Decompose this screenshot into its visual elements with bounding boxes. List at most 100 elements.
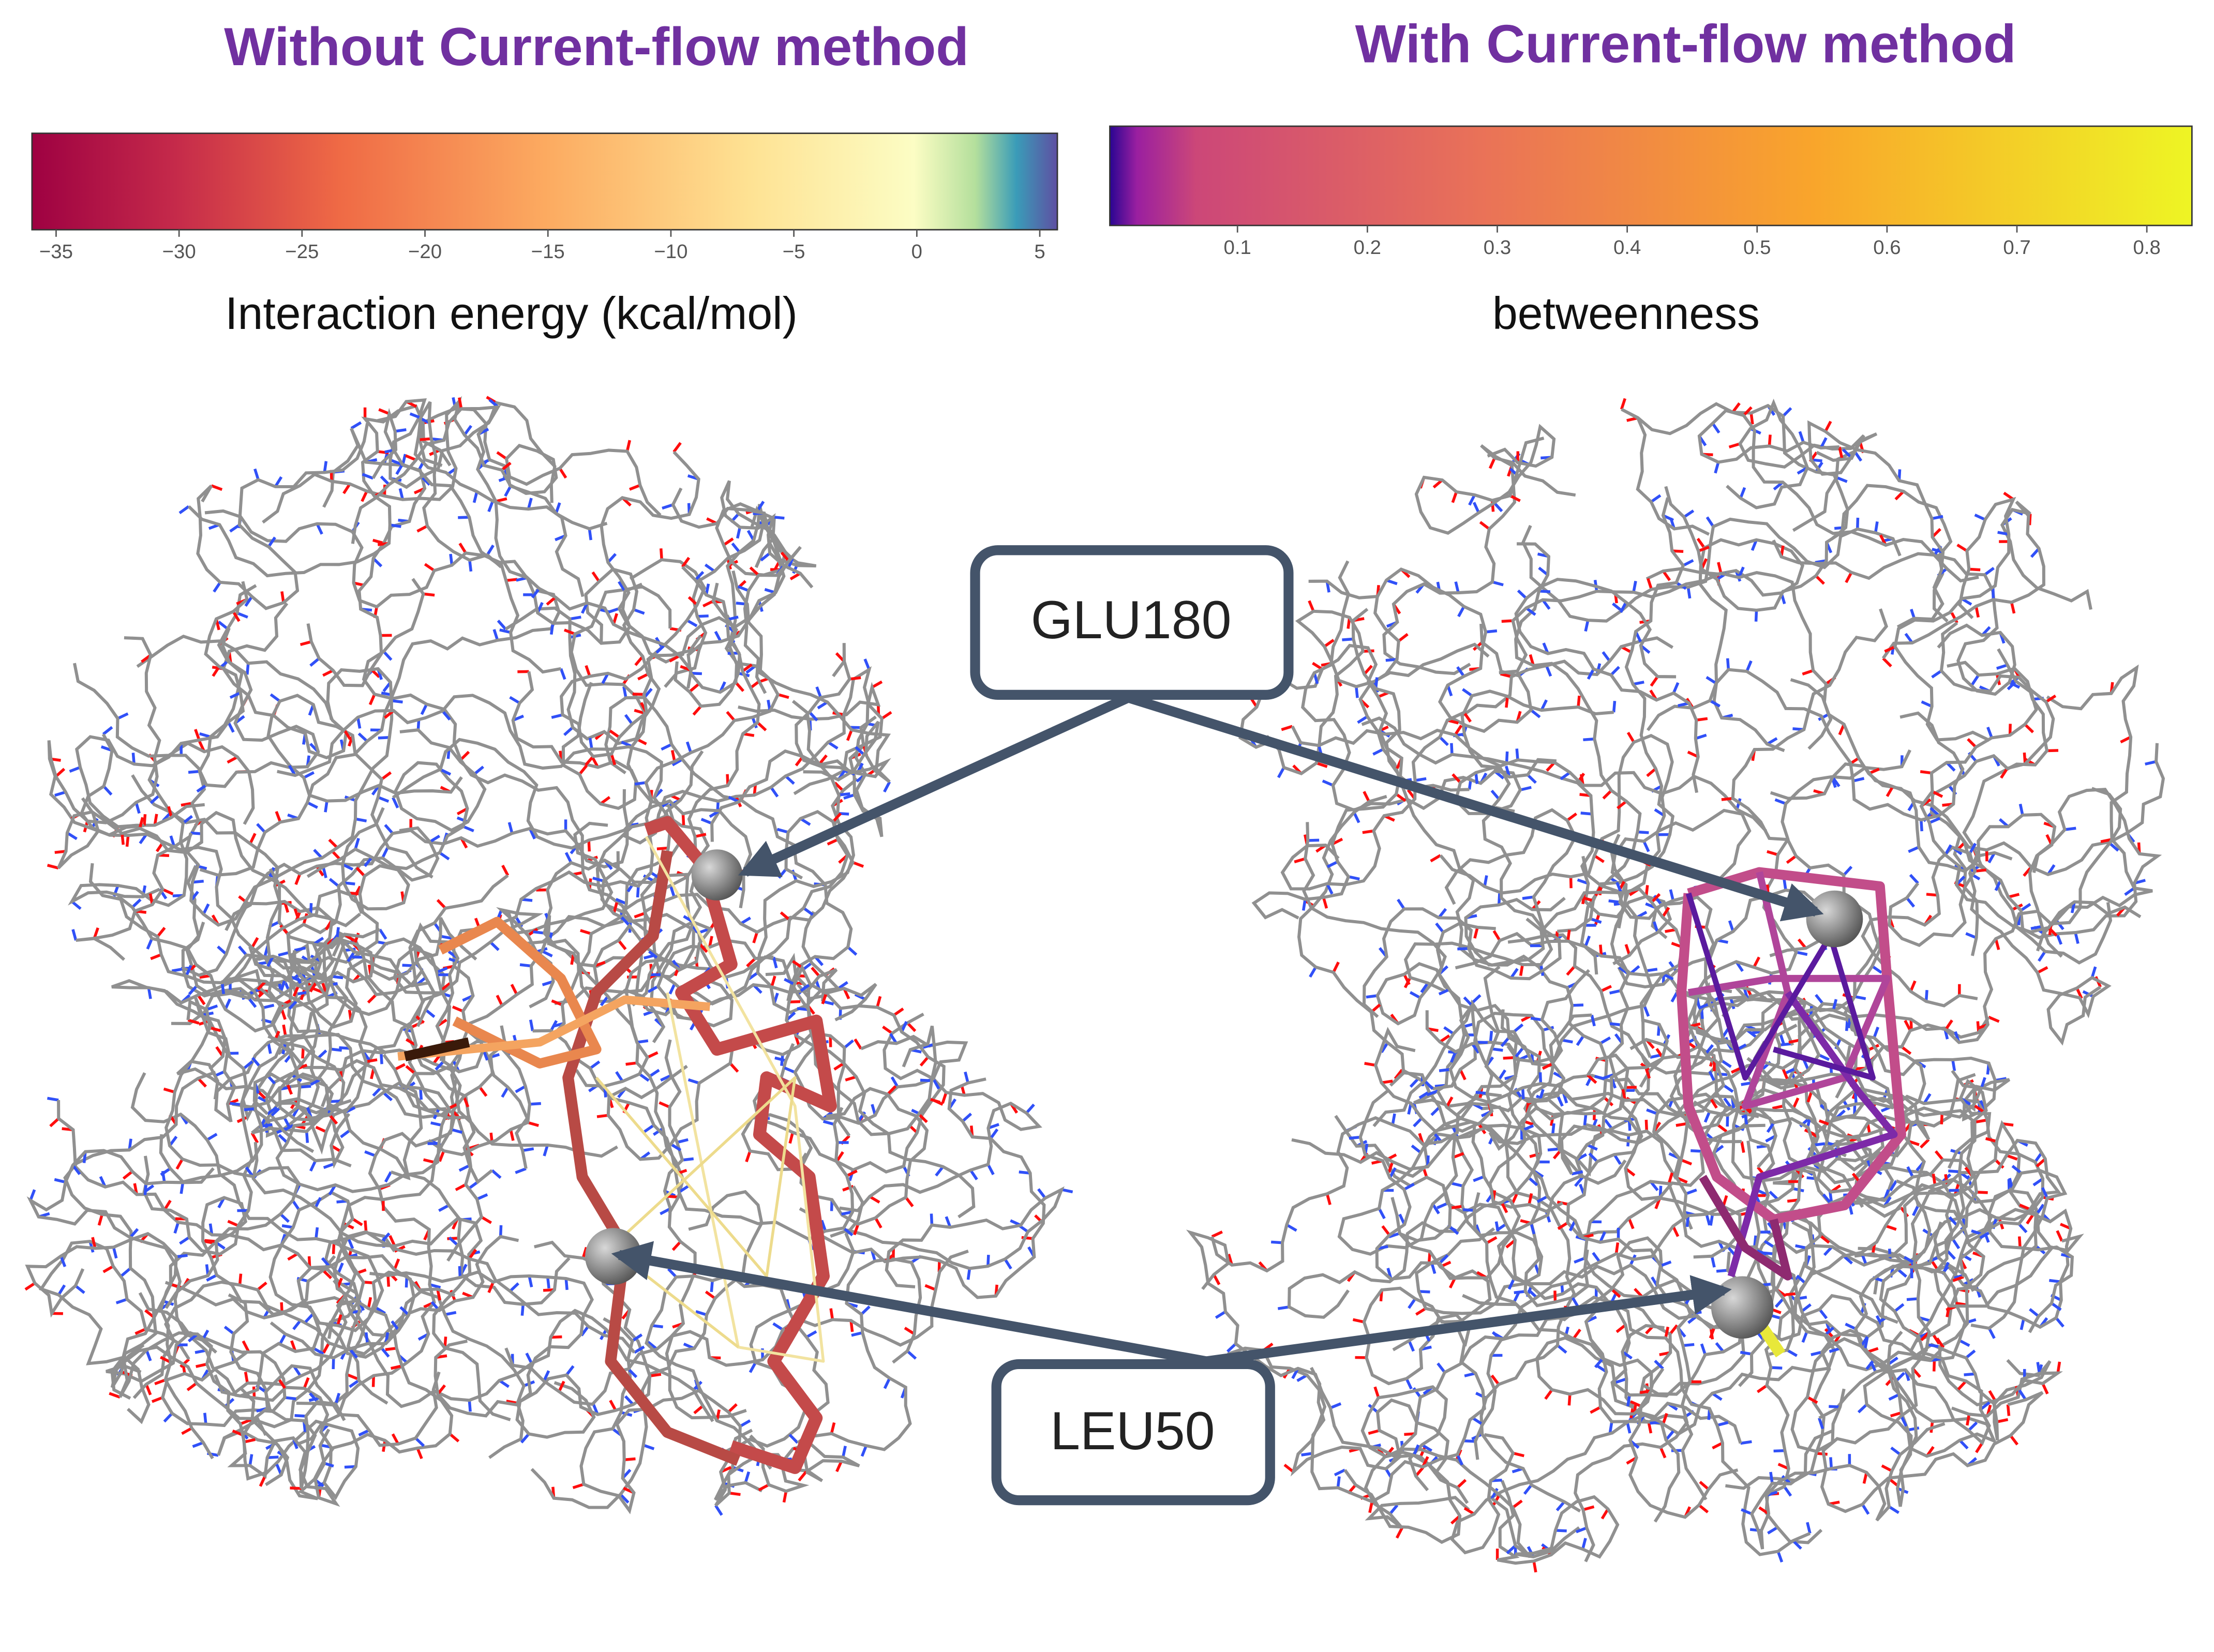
bond — [1368, 1501, 1374, 1513]
bond — [745, 1150, 752, 1163]
backbone — [839, 1012, 1042, 1212]
bond — [315, 865, 324, 877]
bond — [458, 1164, 470, 1172]
bond — [163, 1087, 175, 1094]
bond — [1500, 1202, 1508, 1213]
backbone — [1909, 1208, 2073, 1353]
bond — [756, 721, 767, 731]
bond — [1974, 514, 1986, 521]
bond — [563, 726, 574, 737]
bond — [777, 868, 787, 879]
bond — [533, 930, 545, 935]
bond — [986, 1255, 990, 1267]
bond — [1415, 1307, 1427, 1316]
bond — [1450, 1205, 1462, 1210]
bond — [670, 1143, 682, 1152]
bond — [355, 867, 366, 877]
bond — [1662, 1413, 1668, 1425]
bond — [1685, 1188, 1697, 1195]
bond — [1493, 502, 1503, 513]
bond — [348, 1348, 358, 1359]
bond — [1387, 1161, 1394, 1173]
bond — [102, 1265, 114, 1273]
bond — [134, 1328, 146, 1335]
bond — [217, 945, 228, 955]
bond — [618, 581, 626, 592]
bond — [322, 1342, 331, 1354]
bond — [1997, 531, 2009, 536]
bond — [303, 1377, 310, 1389]
bond — [1920, 819, 1923, 832]
bond — [1615, 1324, 1627, 1333]
bond — [677, 1138, 689, 1144]
bond — [2029, 1308, 2040, 1318]
bond — [2037, 966, 2048, 974]
panel-title: Without Current-flow method — [224, 17, 969, 77]
bond — [739, 1419, 751, 1428]
bond — [1449, 1051, 1457, 1063]
bond — [1609, 989, 1621, 995]
bond — [2124, 887, 2135, 896]
backbone — [196, 423, 369, 610]
bond — [1806, 1091, 1813, 1103]
bond — [380, 1347, 390, 1358]
bond — [1547, 1147, 1559, 1152]
bond — [1430, 1106, 1441, 1116]
bond — [1522, 895, 1534, 900]
bond — [962, 1113, 973, 1122]
bond — [772, 1322, 784, 1331]
bond — [240, 1418, 252, 1425]
bond — [199, 732, 211, 739]
bond — [1584, 620, 1590, 632]
bond — [1599, 1036, 1611, 1045]
bond — [414, 1437, 425, 1447]
bond — [887, 1085, 897, 1095]
bond — [1302, 899, 1307, 911]
bond — [727, 1403, 738, 1414]
bond — [760, 552, 771, 562]
bond — [229, 691, 242, 699]
bond — [558, 1380, 565, 1392]
bond — [281, 1224, 294, 1229]
bond — [421, 475, 431, 486]
bond — [392, 797, 399, 809]
bond — [393, 1258, 400, 1270]
bond — [176, 1254, 188, 1258]
bond — [331, 850, 341, 861]
bond — [1687, 750, 1699, 758]
backbone — [132, 1235, 519, 1399]
bond — [549, 1020, 558, 1032]
bond — [501, 461, 512, 471]
bond — [930, 1213, 934, 1225]
bond — [935, 1166, 945, 1177]
bond — [1832, 999, 1838, 1011]
backbone — [1310, 1318, 1486, 1504]
bond — [179, 1182, 185, 1194]
bond — [173, 1222, 180, 1234]
bond — [1786, 854, 1797, 864]
bond — [1906, 1297, 1919, 1301]
bond — [515, 1085, 527, 1093]
bond — [1974, 606, 1980, 618]
bond — [367, 1297, 372, 1309]
bond — [293, 1365, 302, 1377]
bond — [610, 753, 617, 765]
bond — [1294, 857, 1306, 864]
bond — [1398, 633, 1409, 642]
bond — [395, 463, 404, 475]
bond — [1756, 1384, 1768, 1393]
bond — [1815, 461, 1823, 473]
bond — [1277, 1305, 1290, 1310]
bond — [436, 966, 448, 974]
bond — [507, 822, 514, 834]
bond — [1609, 1022, 1622, 1027]
bond — [854, 1038, 862, 1050]
bond — [714, 630, 722, 642]
bond — [306, 801, 318, 809]
bond — [266, 1106, 278, 1116]
bond — [350, 421, 362, 430]
bond — [315, 1125, 327, 1133]
backbone — [1557, 497, 1685, 933]
bond — [1322, 897, 1328, 909]
